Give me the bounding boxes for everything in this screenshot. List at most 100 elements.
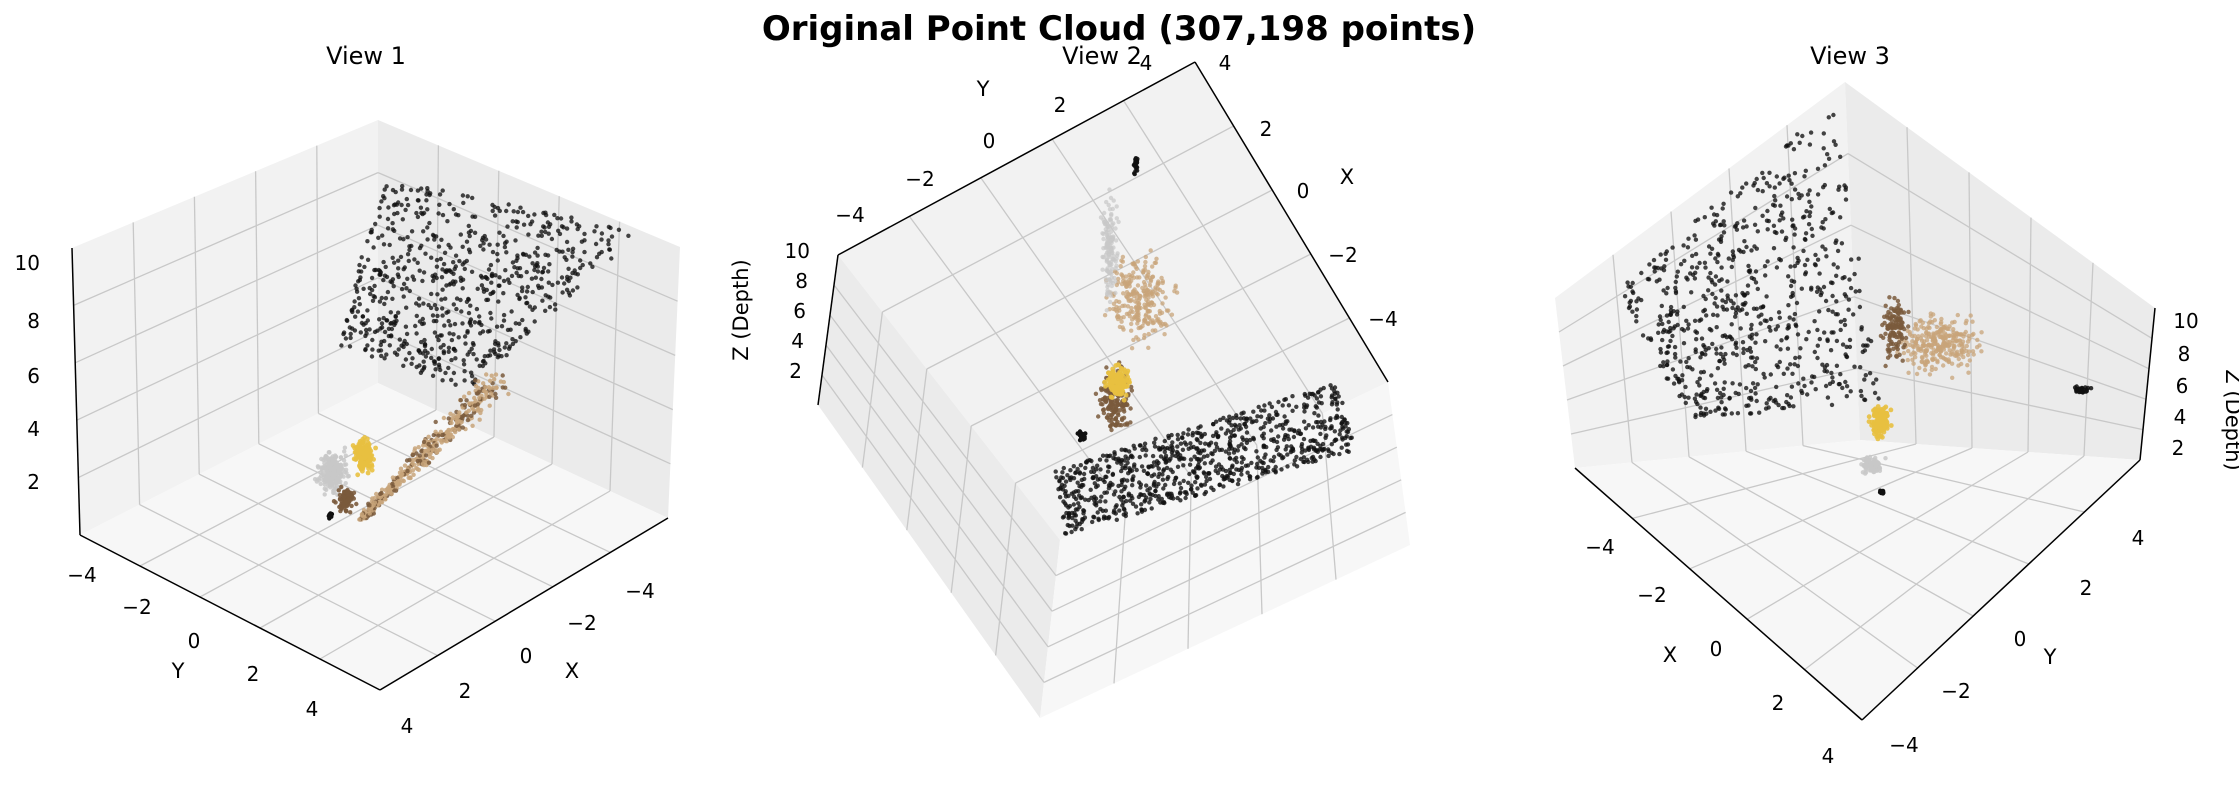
view-3-background-point [1767, 324, 1772, 330]
view-2-background-point [1276, 399, 1281, 405]
view-1-body-point [467, 401, 472, 406]
view-1-background-point [518, 205, 523, 210]
view-3-background-point [1788, 264, 1793, 269]
view-2-background-point [1181, 478, 1186, 484]
view-3-tan-point [1944, 351, 1949, 356]
view-3-y-tick-0: 4 [2132, 526, 2145, 550]
view-3-background-point [1713, 408, 1718, 413]
view-1-background-point [543, 212, 549, 218]
view-3-background-point [1750, 364, 1755, 369]
view-1-background-point [397, 236, 403, 241]
view-1-z-tick-4: 4 [27, 417, 40, 441]
view-2-background-point [1106, 516, 1111, 521]
view-3-yellow-point [1872, 428, 1878, 434]
view-3-background-point [1834, 299, 1839, 304]
view-3-dark-point [2072, 385, 2078, 390]
view-1-brown-point [343, 509, 349, 514]
view-1-background-point [409, 361, 414, 366]
view-1-body-point [372, 500, 378, 505]
view-3-light-point [1870, 467, 1875, 472]
view-1-background-point [405, 202, 411, 208]
view-3-light-point [1867, 454, 1873, 460]
view-1-background-point [438, 345, 443, 350]
view-2-background-point [1269, 437, 1274, 442]
view-1-background-point [592, 229, 597, 234]
view-1-background-point [490, 249, 496, 255]
view-2-background-point [1077, 471, 1083, 476]
view-2-tan-point [1144, 312, 1149, 317]
view-3-background-point [1709, 277, 1714, 283]
view-1-body-point [443, 438, 448, 444]
view-3-background-point [1795, 363, 1801, 369]
view-1-background-point [412, 257, 417, 262]
view-1-background-point [399, 187, 405, 192]
view-3-background-point [1721, 357, 1727, 362]
view-2-background-point [1193, 480, 1198, 485]
view-1-background-point [532, 212, 537, 217]
view-2-background-point [1306, 446, 1311, 451]
view-2-z-tick-8: 8 [795, 269, 808, 293]
view-2-background-point [1181, 463, 1186, 468]
view-2-background-point [1175, 437, 1181, 442]
view-1-body-point [416, 445, 421, 450]
view-3-yellow-point [1888, 407, 1894, 413]
view-1-body-point [477, 417, 482, 422]
view-2-tan-point [1166, 308, 1171, 313]
view-2-brown-point [1108, 405, 1114, 410]
view-2-background-point [1256, 404, 1261, 410]
view-3-background-point [1706, 244, 1712, 249]
view-3-background-point [1790, 290, 1795, 296]
view-2-front-pane-gridline [1043, 511, 1406, 683]
view-3-background-point [1721, 219, 1726, 224]
view-2-background-point [1334, 402, 1340, 407]
view-1-background-point [400, 217, 405, 222]
view-1-background-point [467, 233, 472, 239]
view-1-background-point [599, 249, 604, 255]
view-3-background-point [1699, 393, 1704, 398]
view-2-background-point [1239, 460, 1245, 465]
view-3-background-point [1815, 285, 1821, 290]
view-1-background-point [569, 219, 574, 224]
view-3-light-point [1883, 456, 1888, 461]
view-1-background-point [417, 363, 422, 368]
view-2-background-point [1282, 435, 1288, 440]
view-2-z-tick-2: 2 [789, 359, 802, 383]
view-2-background-point [1188, 445, 1194, 450]
view-3-background-point [1675, 269, 1681, 274]
view-3-y-tick-4: −4 [1889, 733, 1918, 757]
view-1-background-point [560, 290, 565, 295]
view-3-brown-point [1885, 315, 1890, 320]
view-3-y-tick-3: −2 [1941, 679, 1970, 703]
view-2-background-point [1307, 391, 1312, 396]
view-2-background-point [1227, 442, 1233, 447]
view-3-z-tick-10: 10 [2173, 309, 2198, 333]
view-2-tan-point [1137, 293, 1143, 299]
view-1-background-point [485, 329, 491, 334]
view-2-tan-point [1174, 290, 1180, 295]
view-3-background-point [1723, 351, 1728, 357]
view-1-background-point [453, 382, 458, 387]
view-1-background-point [578, 258, 583, 263]
view-2-background-point [1134, 467, 1139, 473]
view-2-tan-point [1169, 312, 1175, 317]
view-3-tan-point [1941, 324, 1946, 329]
view-3-background-point [1815, 343, 1821, 348]
view-3-background-point [1844, 394, 1850, 399]
view-3-background-point [1656, 330, 1661, 335]
view-3-tan-point [1942, 335, 1948, 340]
view-3-z-tick-8: 8 [2178, 342, 2191, 366]
view-3-tan-point [1960, 339, 1966, 344]
view-1-background-point [460, 244, 465, 249]
view-3-background-point [1674, 312, 1680, 317]
view-3-background-point [1760, 189, 1765, 194]
view-3-floor-pane-gridline [1802, 444, 2085, 513]
view-3-tan-point [1946, 343, 1952, 348]
view-2-background-point [1187, 462, 1193, 467]
view-2-background-point [1295, 431, 1301, 436]
view-2-light-point [1109, 275, 1115, 280]
view-1-brown-point [339, 499, 345, 505]
view-2-background-point [1168, 495, 1174, 501]
view-1-body-point [493, 391, 498, 397]
view-2-background-point [1101, 477, 1106, 483]
view-2-light-point [1106, 202, 1111, 208]
